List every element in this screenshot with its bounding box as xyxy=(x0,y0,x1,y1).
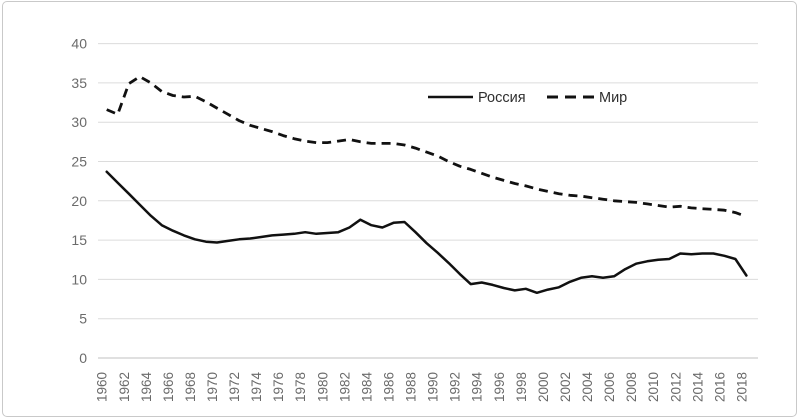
legend-russia-label: Россия xyxy=(478,90,526,106)
x-axis-tick-label: 2018 xyxy=(734,372,749,402)
x-axis-tick-label: 1980 xyxy=(315,372,330,402)
y-axis-tick-label: 40 xyxy=(71,36,87,52)
x-axis-tick-label: 1990 xyxy=(426,372,441,402)
y-axis-tick-label: 20 xyxy=(71,193,87,209)
x-axis-tick-label: 1970 xyxy=(205,372,220,402)
y-axis-tick-label: 5 xyxy=(79,311,87,327)
x-axis-tick-label: 1972 xyxy=(227,372,242,402)
y-axis-tick-label: 10 xyxy=(71,271,87,287)
world-series-line xyxy=(106,75,747,218)
x-axis-tick-labels: 1960 1962 1964 1966 1968 1970 1972 1974 1976 1978… xyxy=(95,371,750,402)
x-axis-tick-label: 1976 xyxy=(271,372,286,402)
x-axis-tick-label: 1996 xyxy=(492,372,507,402)
x-axis-tick-label: 1974 xyxy=(249,371,264,402)
x-axis-tick-label: 1978 xyxy=(293,372,308,402)
x-axis-tick-label: 2002 xyxy=(558,372,573,402)
y-axis-tick-label: 30 xyxy=(71,114,87,130)
gridlines xyxy=(98,43,758,359)
x-axis-tick-label: 2010 xyxy=(646,372,661,402)
x-axis-tick-label: 1962 xyxy=(117,372,132,402)
x-axis-tick-label: 2004 xyxy=(580,371,595,402)
russia-series-line xyxy=(105,170,748,295)
x-axis-tick-label: 2000 xyxy=(536,372,551,402)
y-axis-tick-label: 0 xyxy=(79,350,87,366)
x-axis-tick-label: 2012 xyxy=(668,372,683,402)
x-axis-tick-label: 1982 xyxy=(337,372,352,402)
x-axis-tick-label: 2006 xyxy=(602,372,617,402)
y-axis-tick-labels: 0 5 10 15 20 25 30 35 40 xyxy=(71,36,87,366)
x-axis-tick-label: 2014 xyxy=(690,371,705,402)
legend-world-label: Мир xyxy=(599,90,627,106)
x-axis-tick-label: 1966 xyxy=(161,372,176,402)
x-axis-tick-label: 1964 xyxy=(139,371,154,402)
y-axis-tick-label: 25 xyxy=(71,154,87,170)
x-axis-tick-label: 2008 xyxy=(624,372,639,402)
x-axis-tick-label: 1998 xyxy=(514,372,529,402)
x-axis-tick-label: 1984 xyxy=(359,371,374,402)
x-axis-tick-label: 1986 xyxy=(381,372,396,402)
x-axis-tick-label: 1994 xyxy=(470,371,485,402)
x-axis-tick-label: 1992 xyxy=(448,372,463,402)
x-axis-tick-label: 2016 xyxy=(712,372,727,402)
y-axis-tick-label: 15 xyxy=(71,232,87,248)
x-axis-tick-label: 1988 xyxy=(404,372,419,402)
legend: Россия Мир xyxy=(428,90,627,106)
y-axis-tick-label: 35 xyxy=(71,75,87,91)
x-axis-tick-label: 1968 xyxy=(183,372,198,402)
x-axis-tick-label: 1960 xyxy=(95,372,110,402)
